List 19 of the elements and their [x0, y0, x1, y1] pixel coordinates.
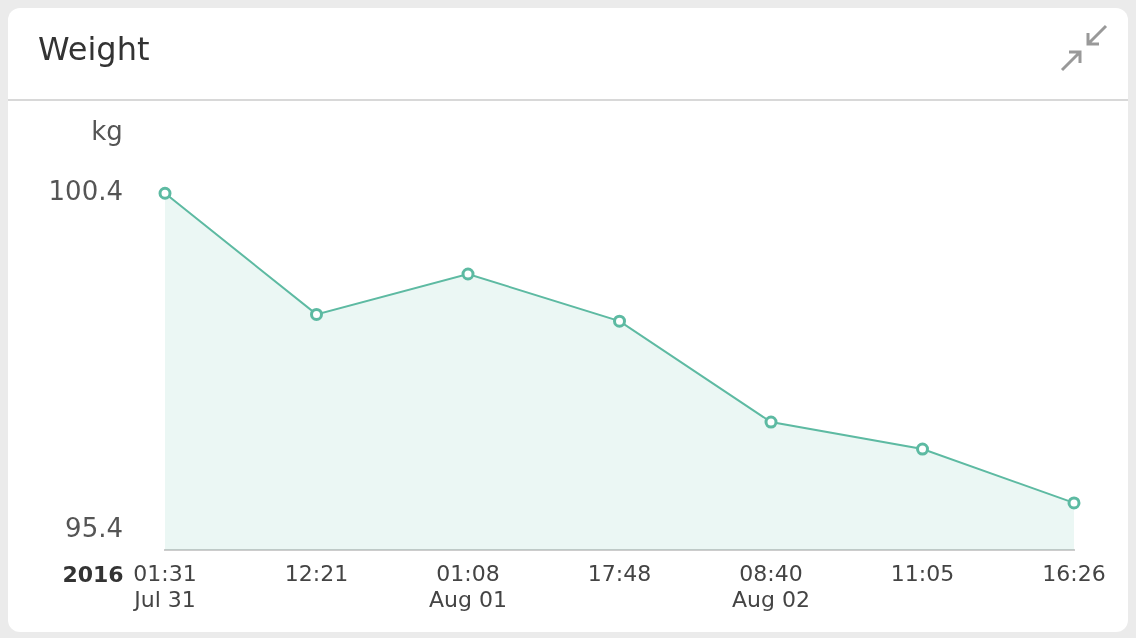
point: [310, 307, 323, 321]
point: [613, 314, 626, 328]
y-tick-label: 100.4: [48, 175, 123, 206]
y-axis-title: kg: [91, 115, 123, 146]
x-tick-label: 16:26: [1042, 560, 1106, 586]
point: [764, 415, 778, 429]
point: [158, 186, 172, 200]
point: [1067, 496, 1081, 510]
x-tick-label: 08:40 Aug 02: [732, 560, 810, 613]
point: [916, 442, 929, 456]
chart-title: Weight: [38, 30, 150, 68]
x-tick-label: 01:08 Aug 01: [429, 560, 507, 613]
point: [461, 267, 475, 281]
x-axis-title: 2016: [62, 561, 124, 587]
x-tick-label: 17:48: [587, 560, 652, 586]
x-tick-label: 11:05: [890, 560, 955, 586]
x-tick-label: 01:31 Jul 31: [132, 560, 197, 613]
y-tick-label: 95.4: [65, 512, 123, 543]
x-tick-label: 12:21: [284, 560, 349, 586]
